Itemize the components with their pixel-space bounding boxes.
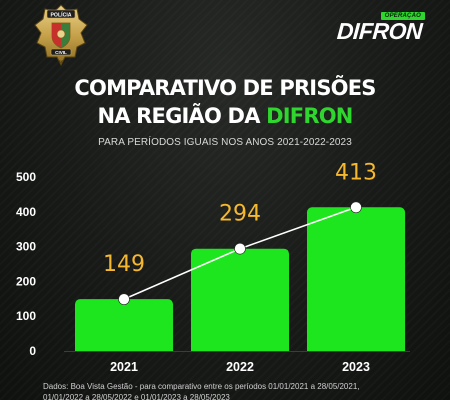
badge-text-top: POLÍCIA [50, 11, 71, 19]
data-point-2022 [234, 242, 246, 255]
data-source-footnote: Dados: Boa Vista Gestão - para comparati… [43, 382, 360, 400]
value-label-2021: 149 [103, 252, 145, 277]
data-point-2023 [350, 201, 362, 214]
value-label-2022: 294 [219, 202, 261, 227]
y-tick-label: 0 [29, 344, 36, 358]
police-badge-icon: POLÍCIA CIVIL SC [33, 3, 89, 69]
y-tick-label: 200 [16, 274, 36, 288]
difron-logo: OPERAÇÃO DIFRON [336, 12, 429, 44]
x-tick-label: 2022 [226, 360, 254, 374]
bar-base-2022 [191, 345, 289, 351]
y-tick-label: 300 [16, 240, 36, 254]
value-label-2023: 413 [335, 160, 377, 185]
bar-2021 [75, 299, 173, 351]
chart-title-line2-prefix: NA REGIÃO DA [97, 104, 267, 128]
chart-title-line2: NA REGIÃO DA DIFRON [0, 103, 450, 129]
chart-title-accent: DIFRON [266, 104, 353, 128]
badge-text-state: SC [59, 60, 64, 64]
bar-base-2021 [75, 345, 173, 351]
bar-base-2023 [307, 345, 405, 351]
chart-title-line1: COMPARATIVO DE PRISÕES [74, 76, 376, 100]
bar-2022 [191, 248, 289, 351]
chart-subtitle: PARA PERÍODOS IGUAIS NOS ANOS 2021-2022-… [98, 137, 352, 148]
y-tick-label: 500 [16, 170, 36, 184]
y-tick-label: 100 [16, 309, 36, 323]
y-tick-label: 400 [16, 205, 36, 219]
bar-2023 [307, 207, 405, 351]
x-tick-label: 2023 [342, 360, 370, 374]
x-tick-label: 2021 [110, 360, 138, 374]
logo-tag: OPERAÇÃO [380, 12, 425, 20]
badge-text-bottom: CIVIL [55, 50, 67, 55]
data-point-2021 [118, 293, 130, 305]
